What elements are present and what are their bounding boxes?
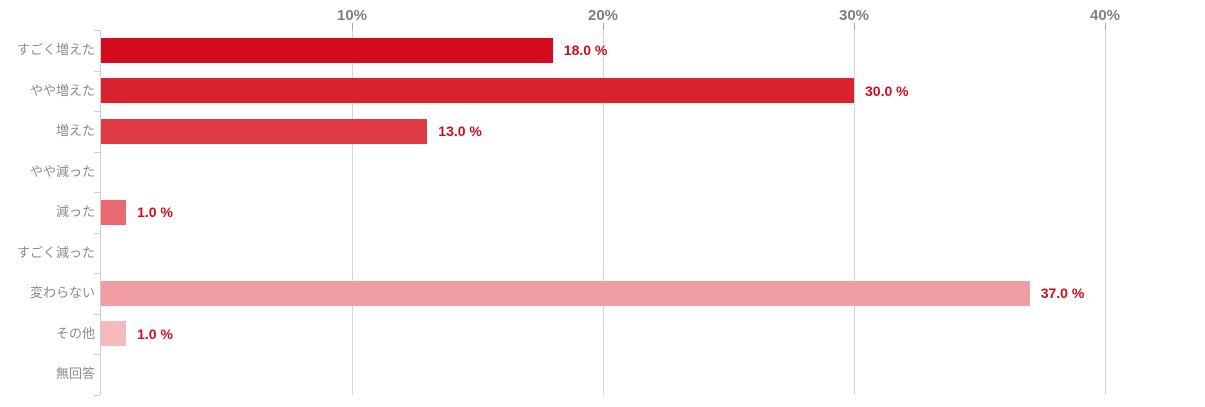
category-label: 減った xyxy=(55,204,95,219)
y-axis-tick-mark xyxy=(94,111,100,112)
category-label: やや減った xyxy=(29,163,95,179)
category-label: その他 xyxy=(55,325,95,341)
x-axis-tick-mark xyxy=(854,23,855,30)
vertical-gridline xyxy=(1105,30,1106,395)
value-label: 30.0 % xyxy=(865,82,909,99)
bar xyxy=(101,199,127,225)
category-label: 変わらない xyxy=(29,285,95,300)
x-axis-tick-mark xyxy=(352,23,353,30)
y-axis-tick-mark xyxy=(94,70,100,72)
category-label: やや増えた xyxy=(29,82,95,98)
x-axis-tick-mark xyxy=(1105,23,1106,30)
y-axis-tick-mark xyxy=(94,273,100,274)
y-axis-tick-mark xyxy=(94,313,100,315)
vertical-gridline xyxy=(603,30,604,395)
value-label: 13.0 % xyxy=(438,123,482,139)
category-label: すごく減った xyxy=(16,244,95,260)
x-axis-tick-mark xyxy=(603,23,604,30)
value-label: 1.0 % xyxy=(137,325,173,342)
y-axis-tick-mark xyxy=(94,192,100,193)
vertical-gridline xyxy=(854,30,855,395)
x-axis-tick-label: 40% xyxy=(1089,7,1121,24)
category-label: すごく増えた xyxy=(16,42,95,57)
value-label: 37.0 % xyxy=(1040,285,1085,301)
bar xyxy=(101,118,428,144)
x-axis-tick-label: 10% xyxy=(336,7,368,24)
y-axis-line xyxy=(100,30,101,395)
category-label: 無回答 xyxy=(55,366,95,381)
x-axis-tick-label: 30% xyxy=(838,7,870,24)
x-axis-tick-label: 20% xyxy=(587,7,619,24)
y-axis-tick-mark xyxy=(94,30,100,31)
value-label: 18.0 % xyxy=(563,42,608,58)
y-axis-tick-mark xyxy=(94,232,100,234)
bar xyxy=(101,37,553,63)
value-label: 1.0 % xyxy=(137,204,173,220)
bar xyxy=(101,280,1030,306)
y-axis-tick-mark xyxy=(94,354,100,355)
bar xyxy=(101,321,127,347)
y-axis-tick-mark xyxy=(94,394,100,396)
y-axis-tick-mark xyxy=(94,151,100,153)
vertical-gridline xyxy=(352,30,353,395)
bar xyxy=(101,78,854,104)
category-label: 増えた xyxy=(55,123,95,138)
